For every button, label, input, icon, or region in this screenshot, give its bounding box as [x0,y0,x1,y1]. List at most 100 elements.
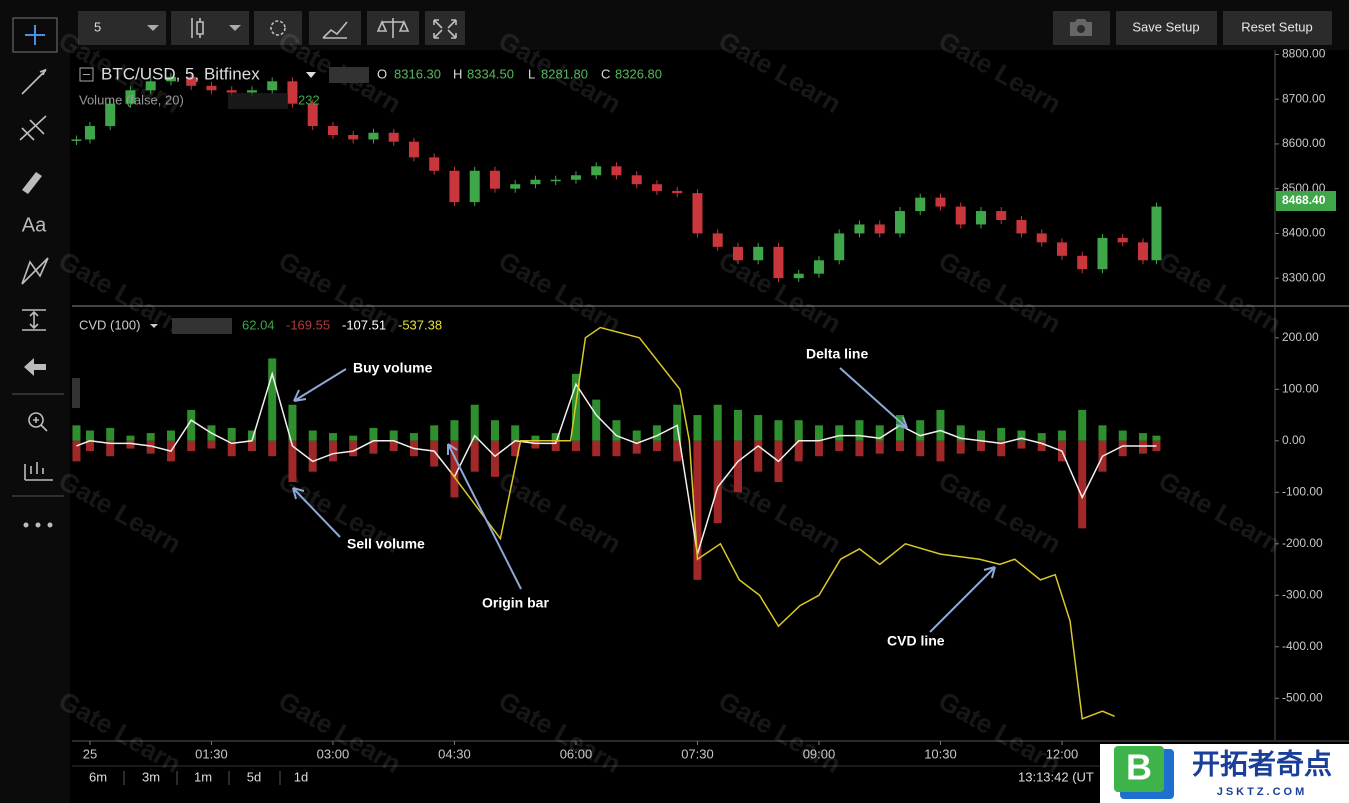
sell-bar [288,440,297,482]
collapse-legend[interactable] [79,67,94,82]
sell-bar [470,440,479,472]
sell-bar [430,440,439,467]
candle [489,170,500,189]
buy-bar [369,427,378,441]
indicators-button[interactable] [309,11,361,45]
delta-line [76,371,1157,555]
buy-bar [592,399,601,441]
fullscreen-button[interactable] [425,11,465,45]
arrow [447,443,522,590]
x-tick-label: 01:30 [195,746,228,761]
brush-tool[interactable] [22,172,42,194]
legend-buttons[interactable] [329,67,369,83]
buy-bar [652,425,661,441]
candle [1097,237,1108,270]
x-tick-label: 25 [83,746,97,761]
candle [287,81,298,104]
sell-bar [754,440,763,472]
candle [226,90,237,93]
data-window-tool[interactable] [24,462,53,481]
buy-bar [835,425,844,441]
candle [408,141,419,158]
buy-bar [1152,435,1161,441]
range-button[interactable]: 6m [89,769,107,784]
buy-bar [875,425,884,441]
save-label: Save Setup [1132,19,1199,34]
reset-label: Reset Setup [1241,19,1313,34]
sell-bar [592,440,601,457]
legend-buttons[interactable] [172,318,232,334]
sell-bar [389,440,398,452]
sell-bar [126,440,135,449]
camera-lens [1077,25,1085,33]
more-tools[interactable] [23,522,53,528]
clock: 13:13:42 (UT [1018,769,1094,784]
candle [651,184,662,191]
y-tick-label: 100.00 [1282,381,1319,395]
save-button[interactable] [1116,11,1217,45]
sell-bar [1017,440,1026,449]
candle [915,197,926,212]
buy-bar [349,435,358,441]
zoom-icon [33,417,48,432]
candle [105,103,116,127]
buy-bar [1057,430,1066,441]
y-tick-label: 0.00 [1282,433,1306,447]
fib-tool[interactable] [19,115,47,141]
trendline-tool[interactable] [21,68,47,95]
buy-bar [673,404,682,441]
c-label: C [601,66,610,81]
pattern-tool[interactable] [21,257,49,285]
y-tick-label: 8800.00 [1282,47,1326,61]
buy-bar [531,435,540,441]
crosshair-tool[interactable] [12,17,58,53]
candle [975,211,986,225]
buy-bar [328,433,337,441]
sell-bar [1078,440,1087,529]
candle [813,260,824,274]
reset-button[interactable] [1223,11,1332,45]
measure-tool[interactable] [22,309,46,331]
range-button[interactable]: 1m [194,769,212,784]
candle [246,90,257,93]
buy-bar [409,433,418,441]
text-tool[interactable]: Aa [22,214,47,236]
cvd-v2: -169.55 [286,317,330,332]
buy-bar [187,409,196,441]
settings-button[interactable] [254,11,302,45]
candle [692,193,703,234]
y-tick-label: 8600.00 [1282,136,1326,150]
zoom-tool[interactable] [28,412,44,428]
annotation: CVD line [887,633,945,649]
candle [996,211,1007,220]
sell-bar [1138,440,1147,454]
candle [834,233,845,261]
buy-bar [936,409,945,441]
left-toolbar [0,0,70,803]
buy-bar [956,425,965,441]
buy-bar [268,358,277,441]
candle [327,126,338,135]
buy-bar [612,420,621,441]
logo-letter: B [1126,747,1152,788]
range-button[interactable]: 5d [247,769,261,784]
buy-bar [733,409,742,441]
remove-tool[interactable] [24,358,46,376]
arrow [293,368,347,402]
legend-buttons[interactable] [228,93,288,109]
collapse-handle[interactable] [72,378,80,408]
candle [267,81,278,91]
candle [145,81,156,91]
y-tick-label: 8700.00 [1282,91,1326,105]
annotation: Origin bar [482,595,549,611]
buy-bar [1078,409,1087,441]
c-value: 8326.80 [615,66,662,81]
sell-bar [794,440,803,462]
l-value: 8281.80 [541,66,588,81]
x-tick-label: 03:00 [317,746,350,761]
sell-bar [1037,440,1046,452]
range-button[interactable]: 1d [294,769,308,784]
buy-bar [72,425,81,441]
range-button[interactable]: 3m [142,769,160,784]
